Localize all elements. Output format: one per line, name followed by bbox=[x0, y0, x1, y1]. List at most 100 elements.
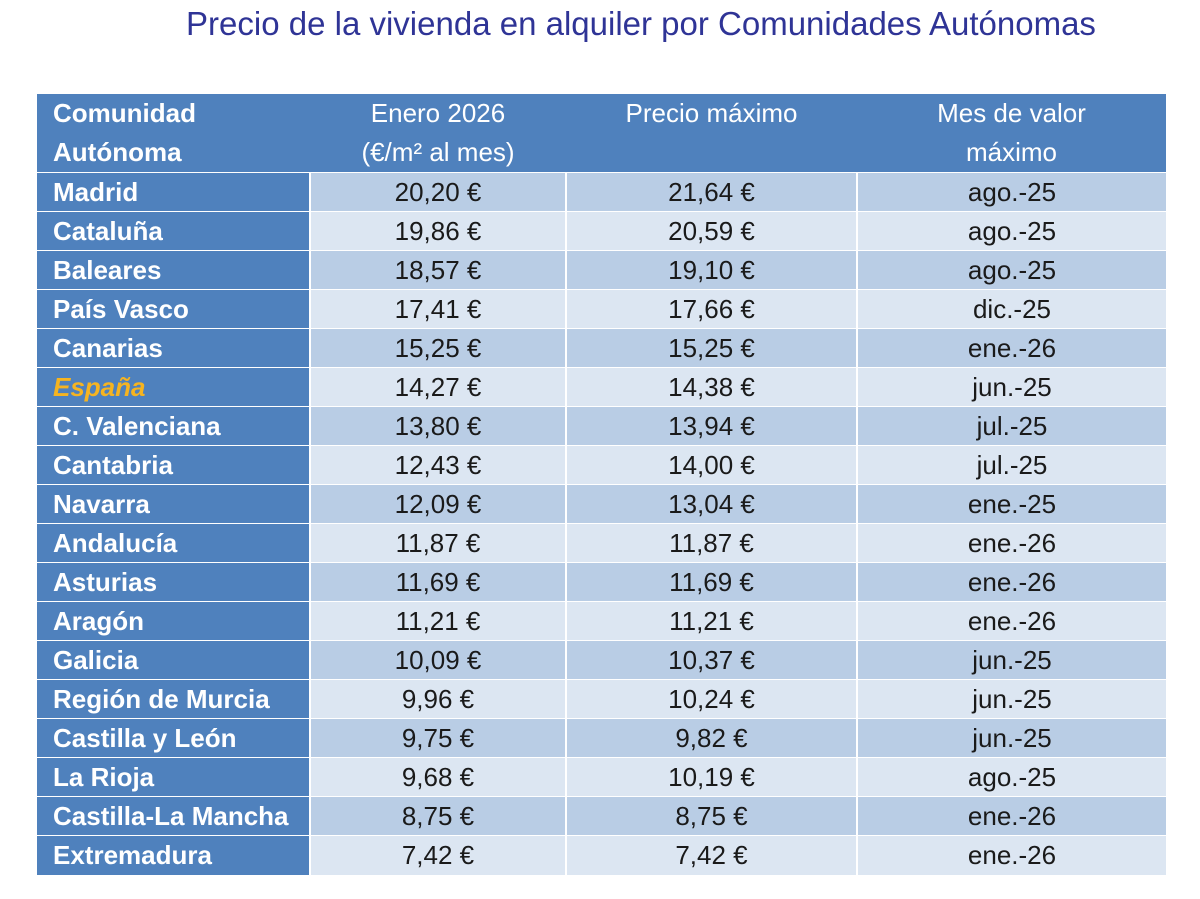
cell-region: Andalucía bbox=[37, 523, 310, 563]
cell-january-price: 12,09 € bbox=[309, 484, 566, 524]
table-row: Cantabria 12,43 €14,00 € jul.-25 bbox=[37, 445, 1166, 485]
cell-max-month: ago.-25 bbox=[856, 757, 1166, 797]
header-region-line1: Comunidad bbox=[53, 98, 196, 128]
header-max-month-line1: Mes de valor bbox=[937, 98, 1086, 128]
table-row: Región de Murcia 9,96 €10,24 € jun.-25 bbox=[37, 679, 1166, 719]
cell-max-price: 7,42 € bbox=[565, 835, 857, 875]
cell-january-price: 20,20 € bbox=[309, 172, 566, 212]
cell-max-price: 9,82 € bbox=[565, 718, 857, 758]
cell-max-month: ene.-26 bbox=[856, 601, 1166, 641]
cell-max-month: jul.-25 bbox=[856, 445, 1166, 485]
table-row: Madrid 20,20 €21,64 € ago.-25 bbox=[37, 172, 1166, 212]
cell-region: Cantabria bbox=[37, 445, 310, 485]
cell-region: España bbox=[37, 367, 310, 407]
cell-january-price: 11,69 € bbox=[309, 562, 566, 602]
page-title: Precio de la vivienda en alquiler por Co… bbox=[186, 5, 1096, 42]
cell-max-price: 13,94 € bbox=[565, 406, 857, 446]
cell-region: Castilla-La Mancha bbox=[37, 796, 310, 836]
cell-max-price: 10,19 € bbox=[565, 757, 857, 797]
cell-max-price: 15,25 € bbox=[565, 328, 857, 368]
cell-january-price: 11,87 € bbox=[309, 523, 566, 563]
cell-max-month: ene.-25 bbox=[856, 484, 1166, 524]
table-row: Navarra 12,09 €13,04 € ene.-25 bbox=[37, 484, 1166, 524]
cell-region: Canarias bbox=[37, 328, 310, 368]
table-header-row: Comunidad Autónoma Enero 2026 (€/m² al m… bbox=[37, 94, 1166, 173]
table-row: Aragón 11,21 €11,21 € ene.-26 bbox=[37, 601, 1166, 641]
cell-region: Galicia bbox=[37, 640, 310, 680]
cell-january-price: 9,68 € bbox=[309, 757, 566, 797]
table-row: Extremadura 7,42 €7,42 € ene.-26 bbox=[37, 835, 1166, 875]
cell-max-month: ago.-25 bbox=[856, 211, 1166, 251]
cell-max-price: 10,24 € bbox=[565, 679, 857, 719]
cell-max-month: ene.-26 bbox=[856, 523, 1166, 563]
cell-january-price: 11,21 € bbox=[309, 601, 566, 641]
cell-max-price: 14,00 € bbox=[565, 445, 857, 485]
table-row: Canarias 15,25 €15,25 € ene.-26 bbox=[37, 328, 1166, 368]
table-row: C. Valenciana 13,80 €13,94 € jul.-25 bbox=[37, 406, 1166, 446]
cell-max-price: 20,59 € bbox=[565, 211, 857, 251]
cell-max-price: 17,66 € bbox=[565, 289, 857, 329]
table-row: Cataluña 19,86 €20,59 € ago.-25 bbox=[37, 211, 1166, 251]
table-row: La Rioja 9,68 €10,19 € ago.-25 bbox=[37, 757, 1166, 797]
header-max-month: Mes de valor máximo bbox=[857, 94, 1166, 173]
cell-max-month: jun.-25 bbox=[856, 679, 1166, 719]
cell-max-month: jul.-25 bbox=[856, 406, 1166, 446]
cell-january-price: 14,27 € bbox=[309, 367, 566, 407]
cell-january-price: 17,41 € bbox=[309, 289, 566, 329]
cell-january-price: 12,43 € bbox=[309, 445, 566, 485]
cell-max-price: 10,37 € bbox=[565, 640, 857, 680]
header-january-line1: Enero 2026 bbox=[370, 98, 506, 128]
cell-max-month: ene.-26 bbox=[856, 562, 1166, 602]
cell-january-price: 9,96 € bbox=[309, 679, 566, 719]
table-row: País Vasco 17,41 €17,66 € dic.-25 bbox=[37, 289, 1166, 329]
cell-region: La Rioja bbox=[37, 757, 310, 797]
cell-max-month: jun.-25 bbox=[856, 367, 1166, 407]
cell-max-price: 21,64 € bbox=[565, 172, 857, 212]
header-max-price: Precio máximo bbox=[566, 94, 857, 173]
cell-max-month: jun.-25 bbox=[856, 640, 1166, 680]
table-row: Galicia 10,09 €10,37 € jun.-25 bbox=[37, 640, 1166, 680]
cell-january-price: 9,75 € bbox=[309, 718, 566, 758]
cell-january-price: 10,09 € bbox=[309, 640, 566, 680]
cell-max-month: ene.-26 bbox=[856, 328, 1166, 368]
cell-region: Baleares bbox=[37, 250, 310, 290]
cell-max-price: 19,10 € bbox=[565, 250, 857, 290]
table-row: Andalucía 11,87 €11,87 € ene.-26 bbox=[37, 523, 1166, 563]
cell-region: Aragón bbox=[37, 601, 310, 641]
cell-region: País Vasco bbox=[37, 289, 310, 329]
cell-region: C. Valenciana bbox=[37, 406, 310, 446]
cell-january-price: 15,25 € bbox=[309, 328, 566, 368]
cell-max-month: ago.-25 bbox=[856, 250, 1166, 290]
table-row: Castilla y León 9,75 €9,82 € jun.-25 bbox=[37, 718, 1166, 758]
cell-max-price: 13,04 € bbox=[565, 484, 857, 524]
cell-max-price: 11,87 € bbox=[565, 523, 857, 563]
cell-region: Cataluña bbox=[37, 211, 310, 251]
cell-max-price: 11,21 € bbox=[565, 601, 857, 641]
cell-max-month: ene.-26 bbox=[856, 835, 1166, 875]
cell-january-price: 8,75 € bbox=[309, 796, 566, 836]
cell-region: Castilla y León bbox=[37, 718, 310, 758]
table-body: Madrid 20,20 €21,64 € ago.-25 Cataluña 19,86… bbox=[37, 172, 1166, 875]
table-row: Castilla-La Mancha 8,75 €8,75 € ene.-26 bbox=[37, 796, 1166, 836]
cell-max-price: 8,75 € bbox=[565, 796, 857, 836]
cell-january-price: 19,86 € bbox=[309, 211, 566, 251]
header-max-month-line2: máximo bbox=[965, 137, 1057, 167]
cell-max-month: ene.-26 bbox=[856, 796, 1166, 836]
cell-max-price: 11,69 € bbox=[565, 562, 857, 602]
cell-january-price: 18,57 € bbox=[309, 250, 566, 290]
cell-max-price: 14,38 € bbox=[565, 367, 857, 407]
cell-max-month: ago.-25 bbox=[856, 172, 1166, 212]
header-region-line2: Autónoma bbox=[53, 137, 182, 167]
cell-region: Extremadura bbox=[37, 835, 310, 875]
cell-region: Madrid bbox=[37, 172, 310, 212]
cell-january-price: 13,80 € bbox=[309, 406, 566, 446]
cell-january-price: 7,42 € bbox=[309, 835, 566, 875]
table-row: Baleares 18,57 €19,10 € ago.-25 bbox=[37, 250, 1166, 290]
cell-region: Asturias bbox=[37, 562, 310, 602]
table-row: España 14,27 €14,38 € jun.-25 bbox=[37, 367, 1166, 407]
header-january: Enero 2026 (€/m² al mes) bbox=[310, 94, 566, 173]
rent-price-table: Comunidad Autónoma Enero 2026 (€/m² al m… bbox=[37, 94, 1166, 875]
cell-max-month: jun.-25 bbox=[856, 718, 1166, 758]
cell-region: Región de Murcia bbox=[37, 679, 310, 719]
table-row: Asturias 11,69 €11,69 € ene.-26 bbox=[37, 562, 1166, 602]
